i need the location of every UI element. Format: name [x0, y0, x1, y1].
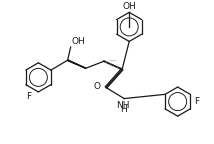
Text: H: H: [120, 105, 126, 114]
Text: OH: OH: [122, 2, 136, 11]
Text: OH: OH: [72, 37, 85, 46]
Polygon shape: [67, 60, 86, 68]
Text: O: O: [93, 82, 100, 91]
Text: ....: ....: [108, 57, 116, 62]
Text: NH: NH: [116, 101, 130, 110]
Text: F: F: [27, 92, 32, 101]
Text: F: F: [194, 97, 199, 106]
